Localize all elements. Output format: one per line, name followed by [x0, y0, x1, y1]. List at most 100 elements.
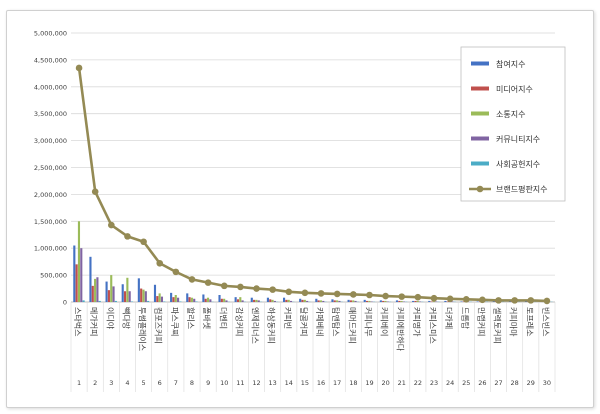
legend-label: 소통지수	[496, 110, 525, 119]
y-tick-label: 1,500,000	[34, 218, 67, 226]
legend-label: 커뮤니티지수	[496, 134, 540, 144]
line-point	[446, 295, 454, 303]
bar-미디어지수	[349, 300, 352, 302]
bar-미디어지수	[253, 299, 256, 302]
legend-box	[460, 46, 566, 202]
category-label: 하삼동커피	[267, 307, 277, 344]
line-point	[253, 285, 260, 292]
category-label: 빽다방	[121, 307, 131, 330]
line-point	[220, 282, 228, 290]
bar-참여지수	[89, 256, 92, 302]
bar-커뮤니티지수	[322, 300, 325, 302]
bar-사회공헌지수	[98, 300, 101, 302]
bar-소통지수	[255, 299, 258, 302]
bar-참여지수	[105, 281, 108, 302]
category-number: 7	[174, 379, 178, 387]
bar-미디어지수	[156, 296, 159, 302]
line-point	[495, 297, 502, 304]
category-label: 더벤티	[218, 307, 228, 329]
bar-커뮤니티지수	[419, 301, 422, 302]
y-tick-label: 5,000,000	[34, 30, 67, 38]
bar-커뮤니티지수	[160, 296, 164, 302]
category-number: 3	[109, 379, 113, 387]
category-label: 카페베네	[315, 307, 325, 336]
bar-커뮤니티지수	[193, 298, 196, 302]
bar-소통지수	[126, 277, 129, 302]
category-number: 30	[543, 379, 551, 387]
bar-소통지수	[174, 295, 177, 302]
category-label: 커피나무	[363, 307, 372, 336]
bar-미디어지수	[269, 299, 272, 302]
category-label: 감성커피	[234, 307, 244, 336]
bar-미디어지수	[398, 300, 401, 302]
bar-소통지수	[416, 300, 419, 302]
category-number: 23	[430, 379, 438, 387]
bar-참여지수	[315, 298, 318, 302]
y-tick-label: 4,000,000	[34, 83, 67, 91]
line-point	[511, 297, 518, 304]
bar-참여지수	[137, 278, 140, 302]
bar-참여지수	[266, 297, 269, 302]
bar-참여지수	[379, 300, 382, 302]
bar-커뮤니티지수	[80, 248, 83, 302]
legend-label: 미디어지수	[496, 84, 533, 94]
category-number: 27	[494, 379, 502, 387]
bar-미디어지수	[317, 300, 320, 302]
category-label: 매머드커피	[347, 307, 356, 344]
brand-reputation-chart: 0 500,000 1,000,000 1,500,000 2,000,000 2,500…	[34, 30, 566, 392]
bar-소통지수	[158, 293, 161, 302]
category-number: 14	[285, 379, 293, 387]
bar-커뮤니티지수	[177, 297, 180, 302]
category-number: 15	[301, 379, 309, 387]
line-point	[301, 289, 309, 297]
category-number: 5	[142, 379, 146, 387]
bar-참여지수	[460, 301, 463, 302]
bar-커뮤니티지수	[112, 286, 115, 302]
category-number: 10	[220, 379, 228, 387]
bar-참여지수	[153, 284, 157, 302]
bar-참여지수	[363, 299, 366, 302]
legend-label: 참여지수	[496, 59, 525, 69]
bar-커뮤니티지수	[338, 300, 341, 302]
line-point	[140, 238, 147, 246]
category-label: 컴포즈커피	[154, 307, 163, 344]
line-point	[124, 233, 131, 240]
y-tick-label: 2,000,000	[34, 191, 67, 199]
line-point	[350, 291, 357, 298]
bar-참여지수	[170, 292, 173, 302]
line-point	[398, 293, 406, 300]
category-number: 11	[236, 379, 244, 387]
category-number: 24	[446, 379, 454, 387]
legend-label: 사회공헌지수	[496, 160, 540, 169]
bar-참여지수	[412, 300, 415, 302]
bar-미디어지수	[236, 299, 240, 302]
bar-소통지수	[239, 297, 242, 302]
line-point	[382, 292, 389, 300]
bar-커뮤니티지수	[402, 301, 406, 302]
bar-소통지수	[271, 299, 274, 302]
line-point	[543, 297, 551, 305]
bar-미디어지수	[462, 301, 465, 302]
category-label: 커피베이	[380, 307, 390, 336]
category-number: 9	[206, 379, 210, 387]
bar-소통지수	[303, 299, 306, 302]
category-number: 22	[414, 379, 422, 387]
axis-layer: 0 500,000 1,000,000 1,500,000 2,000,000 2,500…	[34, 30, 556, 392]
label-layer: 스타벅스 1 메가커피 2 이디야 3 빽다방 4 투썸플레이스 5 컴포즈커피 6 파스쿠찌 7 할리스 8…	[73, 307, 551, 387]
bar-참여지수	[186, 293, 189, 302]
bar-사회공헌지수	[163, 301, 166, 302]
line-point	[91, 188, 99, 196]
bar-참여지수	[395, 300, 399, 302]
bar-소통지수	[287, 299, 290, 302]
bar-소통지수	[94, 278, 97, 302]
category-label: 커피에반하다	[396, 307, 406, 352]
line-point	[108, 221, 115, 229]
category-number: 8	[190, 379, 194, 387]
line-point	[75, 64, 83, 72]
bar-참여지수	[524, 301, 528, 302]
line-point	[156, 259, 164, 267]
bar-커뮤니티지수	[128, 291, 131, 302]
legend-swatch	[471, 86, 489, 91]
line-point	[172, 268, 180, 276]
